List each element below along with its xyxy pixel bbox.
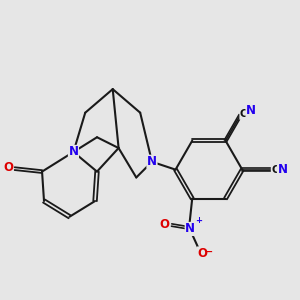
Text: O: O bbox=[197, 247, 208, 260]
Text: C: C bbox=[271, 165, 279, 175]
Text: N: N bbox=[246, 104, 256, 117]
Text: N: N bbox=[185, 223, 195, 236]
Text: −: − bbox=[205, 247, 213, 256]
Text: O: O bbox=[160, 218, 170, 230]
Text: N: N bbox=[278, 163, 287, 176]
Text: +: + bbox=[196, 216, 202, 225]
Text: N: N bbox=[147, 155, 157, 168]
Text: N: N bbox=[68, 146, 79, 158]
Text: O: O bbox=[3, 161, 13, 174]
Text: C: C bbox=[240, 109, 247, 119]
